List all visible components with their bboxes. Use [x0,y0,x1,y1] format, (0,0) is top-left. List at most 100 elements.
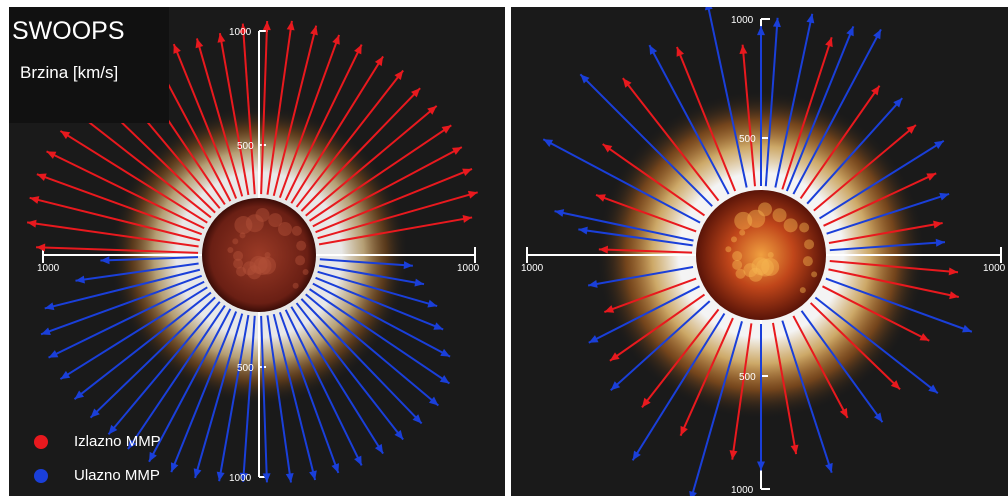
vector-arrow [588,285,700,344]
vector-head [825,37,833,48]
vector-shaft [578,228,693,247]
vector-arrow [823,172,937,227]
vector-arrow [40,274,203,336]
vector-shaft [542,138,701,224]
vector-arrow [309,124,452,222]
vector-arrow [315,168,473,234]
vector-arrow [631,312,726,461]
vector-shaft [44,268,201,310]
vector-head [609,352,620,361]
vector-head [729,450,738,460]
vector-shaft [218,314,250,482]
vector-head [926,173,937,181]
vector-head [739,44,748,55]
sun-surface-spot [296,240,307,251]
vector-head [790,444,799,455]
vector-head [641,397,651,408]
vector-shaft [195,38,244,197]
vector-shaft [241,23,256,195]
vector-arrow [679,317,734,437]
vector-head [610,381,621,391]
vector-shaft [295,69,404,208]
sun-surface-spot [783,218,798,233]
sun-surface-spot [247,265,262,280]
vector-arrow [36,173,203,236]
vector-shaft [266,315,292,483]
vector-shaft [305,293,440,407]
vector-arrow [239,23,256,195]
vector-head [354,455,362,466]
sun-disc [202,198,316,312]
vector-arrow [822,285,930,342]
vector-shaft [641,308,720,408]
vector-arrow [542,138,701,224]
vector-head [403,261,413,270]
vector-head [374,56,384,67]
vector-shaft [315,276,444,331]
vector-shaft [648,44,730,195]
vector-head [919,333,930,341]
vector-head [890,380,901,390]
vector-shaft [800,310,884,423]
vector-head [239,472,248,482]
vector-arrow [305,105,438,217]
sun-surface-spot [234,216,253,235]
vector-head [60,130,71,140]
tick-label-left: 1000 [521,263,544,274]
vector-head [374,443,384,454]
sun-surface-spot [233,250,244,261]
vector-arrow [278,311,340,474]
right-polar-chart: 1000 1000 1000 500 500 1000 [521,7,1006,496]
vector-shaft [825,277,973,333]
velocity-vectors [26,20,478,483]
vector-arrow [813,124,917,212]
vector-arrow [814,296,939,394]
vector-shaft [48,280,205,359]
vector-shaft [813,124,917,212]
vector-head [543,139,554,147]
vector-arrow [792,315,849,419]
vector-shaft [36,246,199,254]
legend-item-inward: Ulazno MMP [34,467,160,484]
sun-surface-spot [802,256,813,267]
vector-head [934,140,944,149]
vector-shaft [260,20,269,195]
vector-head [36,173,47,181]
vector-arrow [800,310,884,423]
vector-head [427,105,437,115]
vector-arrow [704,7,748,188]
vector-shaft [127,305,226,450]
sun-surface-spot [757,202,772,217]
left-chart-panel: 1000 1000 1000 500 500 1000 [9,7,505,496]
vector-arrow [36,243,199,254]
vector-shaft [266,20,293,195]
vector-shaft [59,130,208,224]
vector-arrow [622,77,720,202]
legend-label: Izlazno MMP [74,433,161,450]
vector-arrow [48,280,205,359]
vector-arrow [826,192,950,235]
legend-blue-dot-icon [34,468,48,483]
vector-head [74,390,85,400]
sun-surface-spot [735,268,746,279]
vector-shaft [317,191,478,240]
velocity-vectors [542,7,973,496]
vector-arrow [295,302,404,441]
vector-arrow [828,268,959,300]
vector-arrow [107,301,221,436]
vector-shaft [676,46,737,192]
sun-surface-spot [747,209,766,228]
left-polar-chart: 1000 1000 1000 500 500 1000 [26,20,480,484]
vector-head [394,429,404,440]
vector-arrow [739,44,756,187]
vector-shaft [595,194,697,233]
vector-shaft [690,321,743,496]
vector-arrow [602,143,706,217]
vector-shaft [218,32,250,196]
vector-shaft [260,315,268,483]
vector-shaft [300,298,423,425]
vector-arrow [300,87,421,212]
sun-surface-spot [245,214,264,233]
vector-arrow [676,46,737,192]
vector-shaft [781,320,833,473]
